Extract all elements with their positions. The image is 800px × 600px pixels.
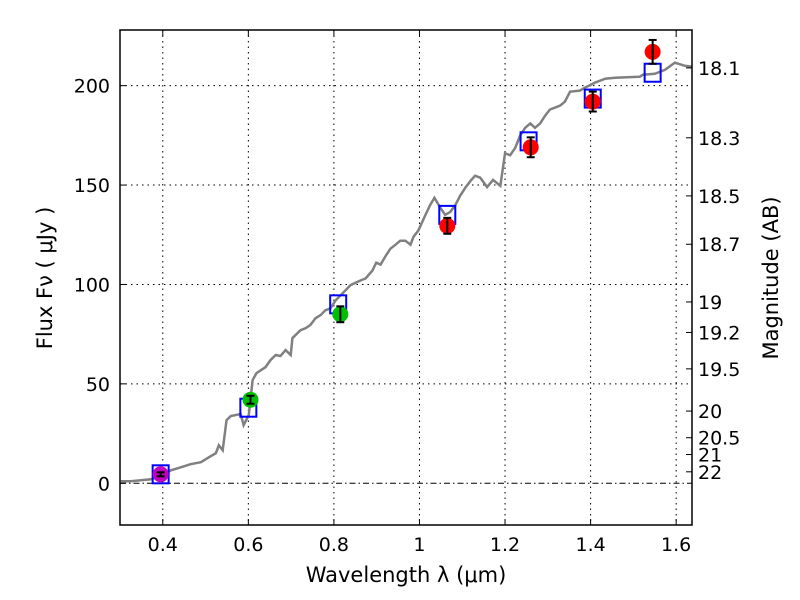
y-axis-right-label: Magnitude (AB) <box>759 196 783 359</box>
mag-tick-label: 21 <box>698 445 722 467</box>
x-tick-label: 1.6 <box>661 534 691 556</box>
mag-tick-label: 19.2 <box>698 322 740 344</box>
mag-tick-label: 20.5 <box>698 428 740 450</box>
mag-tick-label: 18.3 <box>698 128 740 150</box>
mag-tick-label: 18.7 <box>698 234 740 256</box>
mag-tick-label: 22 <box>698 462 722 484</box>
x-tick-label: 0.6 <box>233 534 263 556</box>
mag-tick-label: 19.5 <box>698 359 740 381</box>
mag-tick-label: 18.5 <box>698 186 740 208</box>
x-tick-label: 0.8 <box>319 534 349 556</box>
ticks: 0.4 0.6 0.8 1 1.2 1.4 1.6 0 50 100 150 200 18.1 18.3 1… <box>74 30 740 556</box>
y-tick-label: 100 <box>74 274 110 296</box>
grid <box>120 30 692 525</box>
y-axis-label: Flux Fν ( μJy ) <box>33 207 57 350</box>
x-tick-label: 1.2 <box>490 534 520 556</box>
axes-frame <box>119 29 693 526</box>
mag-tick-label: 19 <box>698 292 722 314</box>
x-tick-label: 0.4 <box>148 534 178 556</box>
y-tick-label: 200 <box>74 76 110 98</box>
y-tick-label: 0 <box>98 473 110 495</box>
y-tick-label: 150 <box>74 175 110 197</box>
mag-tick-label: 20 <box>698 401 722 423</box>
y-tick-label: 50 <box>86 374 110 396</box>
x-axis-label: Wavelength λ (μm) <box>306 563 507 587</box>
x-tick-label: 1 <box>413 534 425 556</box>
plot-area <box>120 38 693 485</box>
x-tick-label: 1.4 <box>575 534 605 556</box>
mag-tick-label: 18.1 <box>698 58 740 80</box>
spectrum-line <box>120 61 693 483</box>
